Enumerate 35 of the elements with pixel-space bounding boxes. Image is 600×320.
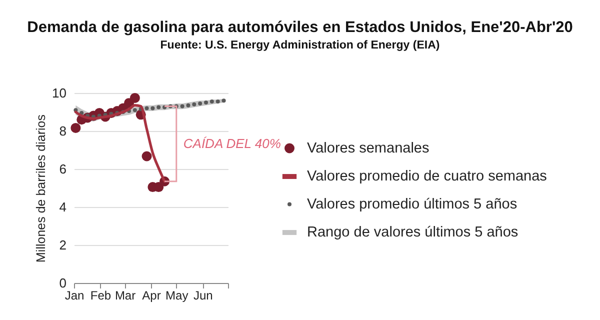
point (192, 102, 196, 106)
point (222, 98, 226, 103)
legend-label: Valores promedio últimos 5 años (307, 196, 518, 212)
x-tick-label: Jan (64, 288, 84, 302)
x-tick-label: Mar (114, 288, 136, 302)
point (150, 106, 155, 110)
point (186, 103, 190, 108)
x-tick-label: Feb (90, 288, 112, 302)
x-tick-label: May (166, 288, 188, 302)
x-tick-label: Apr (142, 288, 161, 302)
legend-label: Valores semanales (307, 140, 430, 156)
point (204, 100, 208, 104)
point (156, 105, 161, 110)
text: Demanda de gasolina para automóviles en Estados Unidos, Ene'20-Abr'20 (27, 19, 573, 36)
legend-label: Valores promedio de cuatro semanas (307, 168, 547, 184)
point (132, 108, 137, 112)
point (210, 100, 214, 104)
y-tick-label: 6 (59, 162, 66, 176)
y-tick-label: 2 (59, 238, 66, 252)
annotation: CAÍDA DEL 40% (183, 136, 281, 151)
y-tick-label: 0 (59, 276, 66, 290)
point (144, 106, 149, 110)
point (198, 101, 202, 106)
point (180, 104, 184, 108)
point (70, 122, 81, 133)
text: Rango de valores últimos 5 años (307, 224, 518, 240)
point (216, 100, 220, 104)
y-tick-label: 10 (52, 86, 66, 100)
point (142, 151, 152, 162)
y-axis-title: Millones de barriles diarios (34, 114, 48, 262)
point (130, 92, 140, 103)
x-tick-label: Jun (193, 288, 213, 302)
text: Fuente: U.S. Energy Administration of Energy (EIA) (160, 40, 440, 52)
y-tick-label: 8 (59, 124, 66, 138)
y-tick-label: 4 (59, 200, 66, 214)
